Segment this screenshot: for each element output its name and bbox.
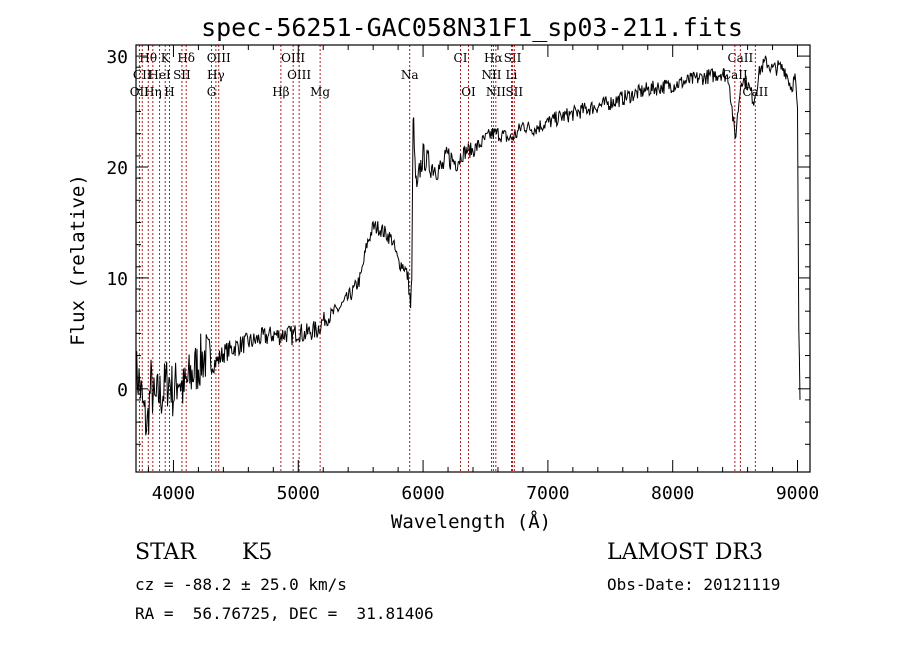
y-tick-label: 20 xyxy=(106,158,128,179)
line-marker-label: Hγ xyxy=(207,68,225,82)
line-marker-label: OIII xyxy=(207,51,231,65)
line-marker-label: OI xyxy=(461,85,476,99)
line-marker-label: Hδ xyxy=(177,51,195,65)
redshift-cz: cz = -88.2 ± 25.0 km/s xyxy=(135,575,347,594)
line-marker-label: K xyxy=(161,51,171,65)
line-marker-label: HeI xyxy=(148,68,171,82)
line-marker-label: Hβ xyxy=(272,85,289,99)
y-axis-label: Flux (relative) xyxy=(67,174,89,346)
x-tick-label: 6000 xyxy=(401,483,444,504)
y-tick-label: 0 xyxy=(117,380,128,401)
line-marker-label: H xyxy=(164,85,174,99)
line-marker-label: SII xyxy=(504,51,522,65)
plot-frame xyxy=(135,44,811,473)
line-marker-label: NII xyxy=(486,85,506,99)
x-tick-label: 4000 xyxy=(152,483,195,504)
x-tick-label: 9000 xyxy=(776,483,819,504)
line-marker-label: OIII xyxy=(287,68,311,82)
line-marker-label: Hη xyxy=(144,85,162,99)
line-marker-label: OII xyxy=(130,85,150,99)
line-marker-label: Li xyxy=(506,68,518,82)
axis-ticks: 4000 5000 6000 7000 8000 9000 0 10 20 30 xyxy=(106,45,819,504)
line-marker-label: OIII xyxy=(281,51,305,65)
x-tick-label: 5000 xyxy=(277,483,320,504)
line-marker-label: NII xyxy=(481,68,501,82)
line-marker-label: CaII xyxy=(722,68,748,82)
line-marker-label: G xyxy=(207,85,217,99)
object-subclass: K5 xyxy=(242,540,273,565)
chart-title: spec-56251-GAC058N31F1_sp03-211.fits xyxy=(201,13,743,42)
line-marker-label: Mg xyxy=(310,85,330,99)
object-class: STAR xyxy=(135,540,196,565)
x-tick-label: 8000 xyxy=(651,483,694,504)
coordinates: RA = 56.76725, DEC = 31.81406 xyxy=(135,604,434,623)
y-tick-label: 30 xyxy=(106,47,128,68)
spectrum-line xyxy=(135,55,801,436)
line-marker-label: CaII xyxy=(742,85,768,99)
line-marker-label: CII xyxy=(133,68,152,82)
line-marker-label: CaII xyxy=(727,51,753,65)
line-marker-label: SII xyxy=(505,85,523,99)
line-marker-label: CI xyxy=(454,51,468,65)
survey-name: LAMOST DR3 xyxy=(607,540,763,565)
line-marker-label: Hα xyxy=(484,51,503,65)
x-tick-label: 7000 xyxy=(526,483,569,504)
x-axis-label: Wavelength (Å) xyxy=(391,510,551,533)
observation-date: Obs-Date: 20121119 xyxy=(607,575,781,594)
y-tick-label: 10 xyxy=(106,269,128,290)
line-marker-label: SII xyxy=(173,68,191,82)
line-marker-label: Na xyxy=(401,68,419,82)
